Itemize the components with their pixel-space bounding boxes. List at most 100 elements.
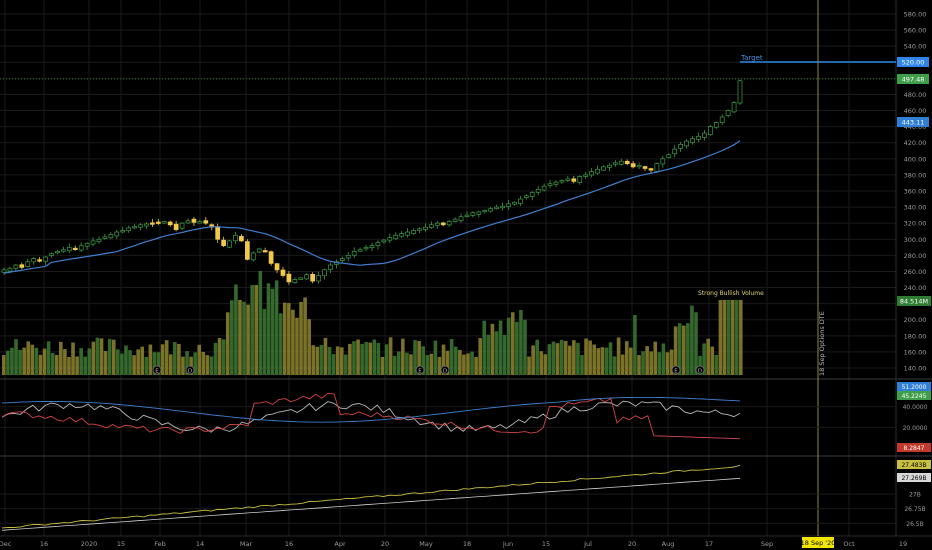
volume-bar (344, 355, 348, 375)
candle (44, 257, 48, 261)
volume-tag: 84.514M (897, 296, 931, 306)
volume-bar (173, 342, 177, 375)
volume-bar (629, 348, 633, 375)
candle (613, 163, 617, 165)
candle (655, 164, 659, 172)
volume-bar (491, 324, 495, 375)
price-tick-label: 240.00 (904, 284, 927, 292)
time-tick-label: 16 (285, 540, 293, 548)
volume-bar (727, 300, 731, 375)
volume-bar (682, 326, 686, 375)
volume-bar (499, 321, 503, 375)
candle (465, 215, 469, 217)
volume-bar (92, 342, 96, 375)
date-tag-text: 18 Sep '20 (801, 539, 836, 547)
volume-bar (662, 343, 666, 375)
candle (133, 226, 137, 228)
volume-bar (71, 343, 75, 375)
ma-tag-text: 443.11 (902, 119, 925, 127)
candle (423, 227, 427, 229)
volume-bar (18, 350, 22, 375)
candle (637, 165, 641, 167)
volume-bar (83, 357, 87, 375)
volume-bar (14, 339, 18, 375)
candle (376, 242, 380, 245)
time-tick-label: Aug (662, 540, 675, 548)
volume-bar (202, 352, 206, 375)
volume-bar (666, 352, 670, 375)
date-tag: 18 Sep '20 (801, 537, 836, 548)
volume-bar (723, 300, 727, 375)
candle (691, 139, 695, 143)
volume-bar (564, 341, 568, 375)
volume-bar (169, 354, 173, 375)
volume-bar (112, 340, 116, 375)
candle (673, 149, 677, 154)
volume-bar (116, 349, 120, 375)
volume-bar (210, 356, 214, 375)
volume-bar (478, 338, 482, 375)
candle (26, 262, 30, 267)
volume-bar (458, 350, 462, 375)
candle (20, 265, 24, 268)
volume-bar (588, 341, 592, 375)
candle (738, 81, 742, 103)
candle (625, 161, 629, 163)
volume-bar (165, 340, 169, 375)
volume-bar (145, 357, 149, 375)
volume-bar (596, 348, 600, 375)
time-tick-label: Apr (334, 540, 346, 548)
volume-bar (381, 357, 385, 375)
candle (275, 264, 279, 270)
candle (417, 229, 421, 231)
volume-bar (6, 351, 10, 375)
candle (115, 232, 119, 236)
candle (323, 270, 327, 276)
candle (619, 161, 623, 164)
price-tick-label: 420.00 (904, 139, 927, 147)
volume-bar (279, 313, 283, 375)
time-tick-label: 15 (117, 540, 125, 548)
time-tick-label: May (419, 540, 433, 548)
pane2-tag-2: 45.2245 (897, 391, 931, 400)
volume-bar (409, 354, 413, 375)
price-tick-label: 260.00 (904, 268, 927, 276)
candle (103, 237, 107, 239)
volume-bar (161, 344, 165, 375)
volume-bar (389, 337, 393, 375)
volume-bar (556, 343, 560, 375)
volume-bar (226, 312, 230, 375)
target-label: Target (740, 54, 763, 62)
candle (144, 224, 148, 226)
price-tick-label: 560.00 (904, 27, 927, 35)
moving-average-tag: 443.11 (897, 117, 929, 127)
volume-bar (710, 347, 714, 375)
candle (73, 248, 77, 250)
candle (566, 179, 570, 181)
candle (257, 249, 261, 252)
volume-bar (324, 338, 328, 375)
volume-bar (271, 289, 275, 375)
event-marker-label: E (418, 369, 422, 375)
price-tick-label: 280.00 (904, 252, 927, 260)
price-tick-label: 400.00 (904, 155, 927, 163)
pane2-tick-label: 20.0000 (903, 425, 928, 432)
volume-bar (230, 300, 234, 375)
volume-bar (580, 355, 584, 375)
time-tick-label: Dec (0, 540, 12, 548)
pane2-tag-1: 51.2000 (897, 382, 931, 391)
candle (596, 169, 600, 173)
time-tick-label: Sep (761, 540, 773, 548)
volume-bar (197, 345, 201, 375)
price-tick-label: 200.00 (904, 316, 927, 324)
volume-bar (605, 348, 609, 375)
candle (156, 222, 160, 224)
candle (512, 202, 516, 204)
volume-bar (67, 357, 71, 375)
volume-bar (336, 346, 340, 375)
volume-bar (548, 344, 552, 375)
volume-bar (136, 349, 140, 375)
candle (281, 270, 285, 275)
target-price-tag: 520.00 (897, 57, 929, 67)
